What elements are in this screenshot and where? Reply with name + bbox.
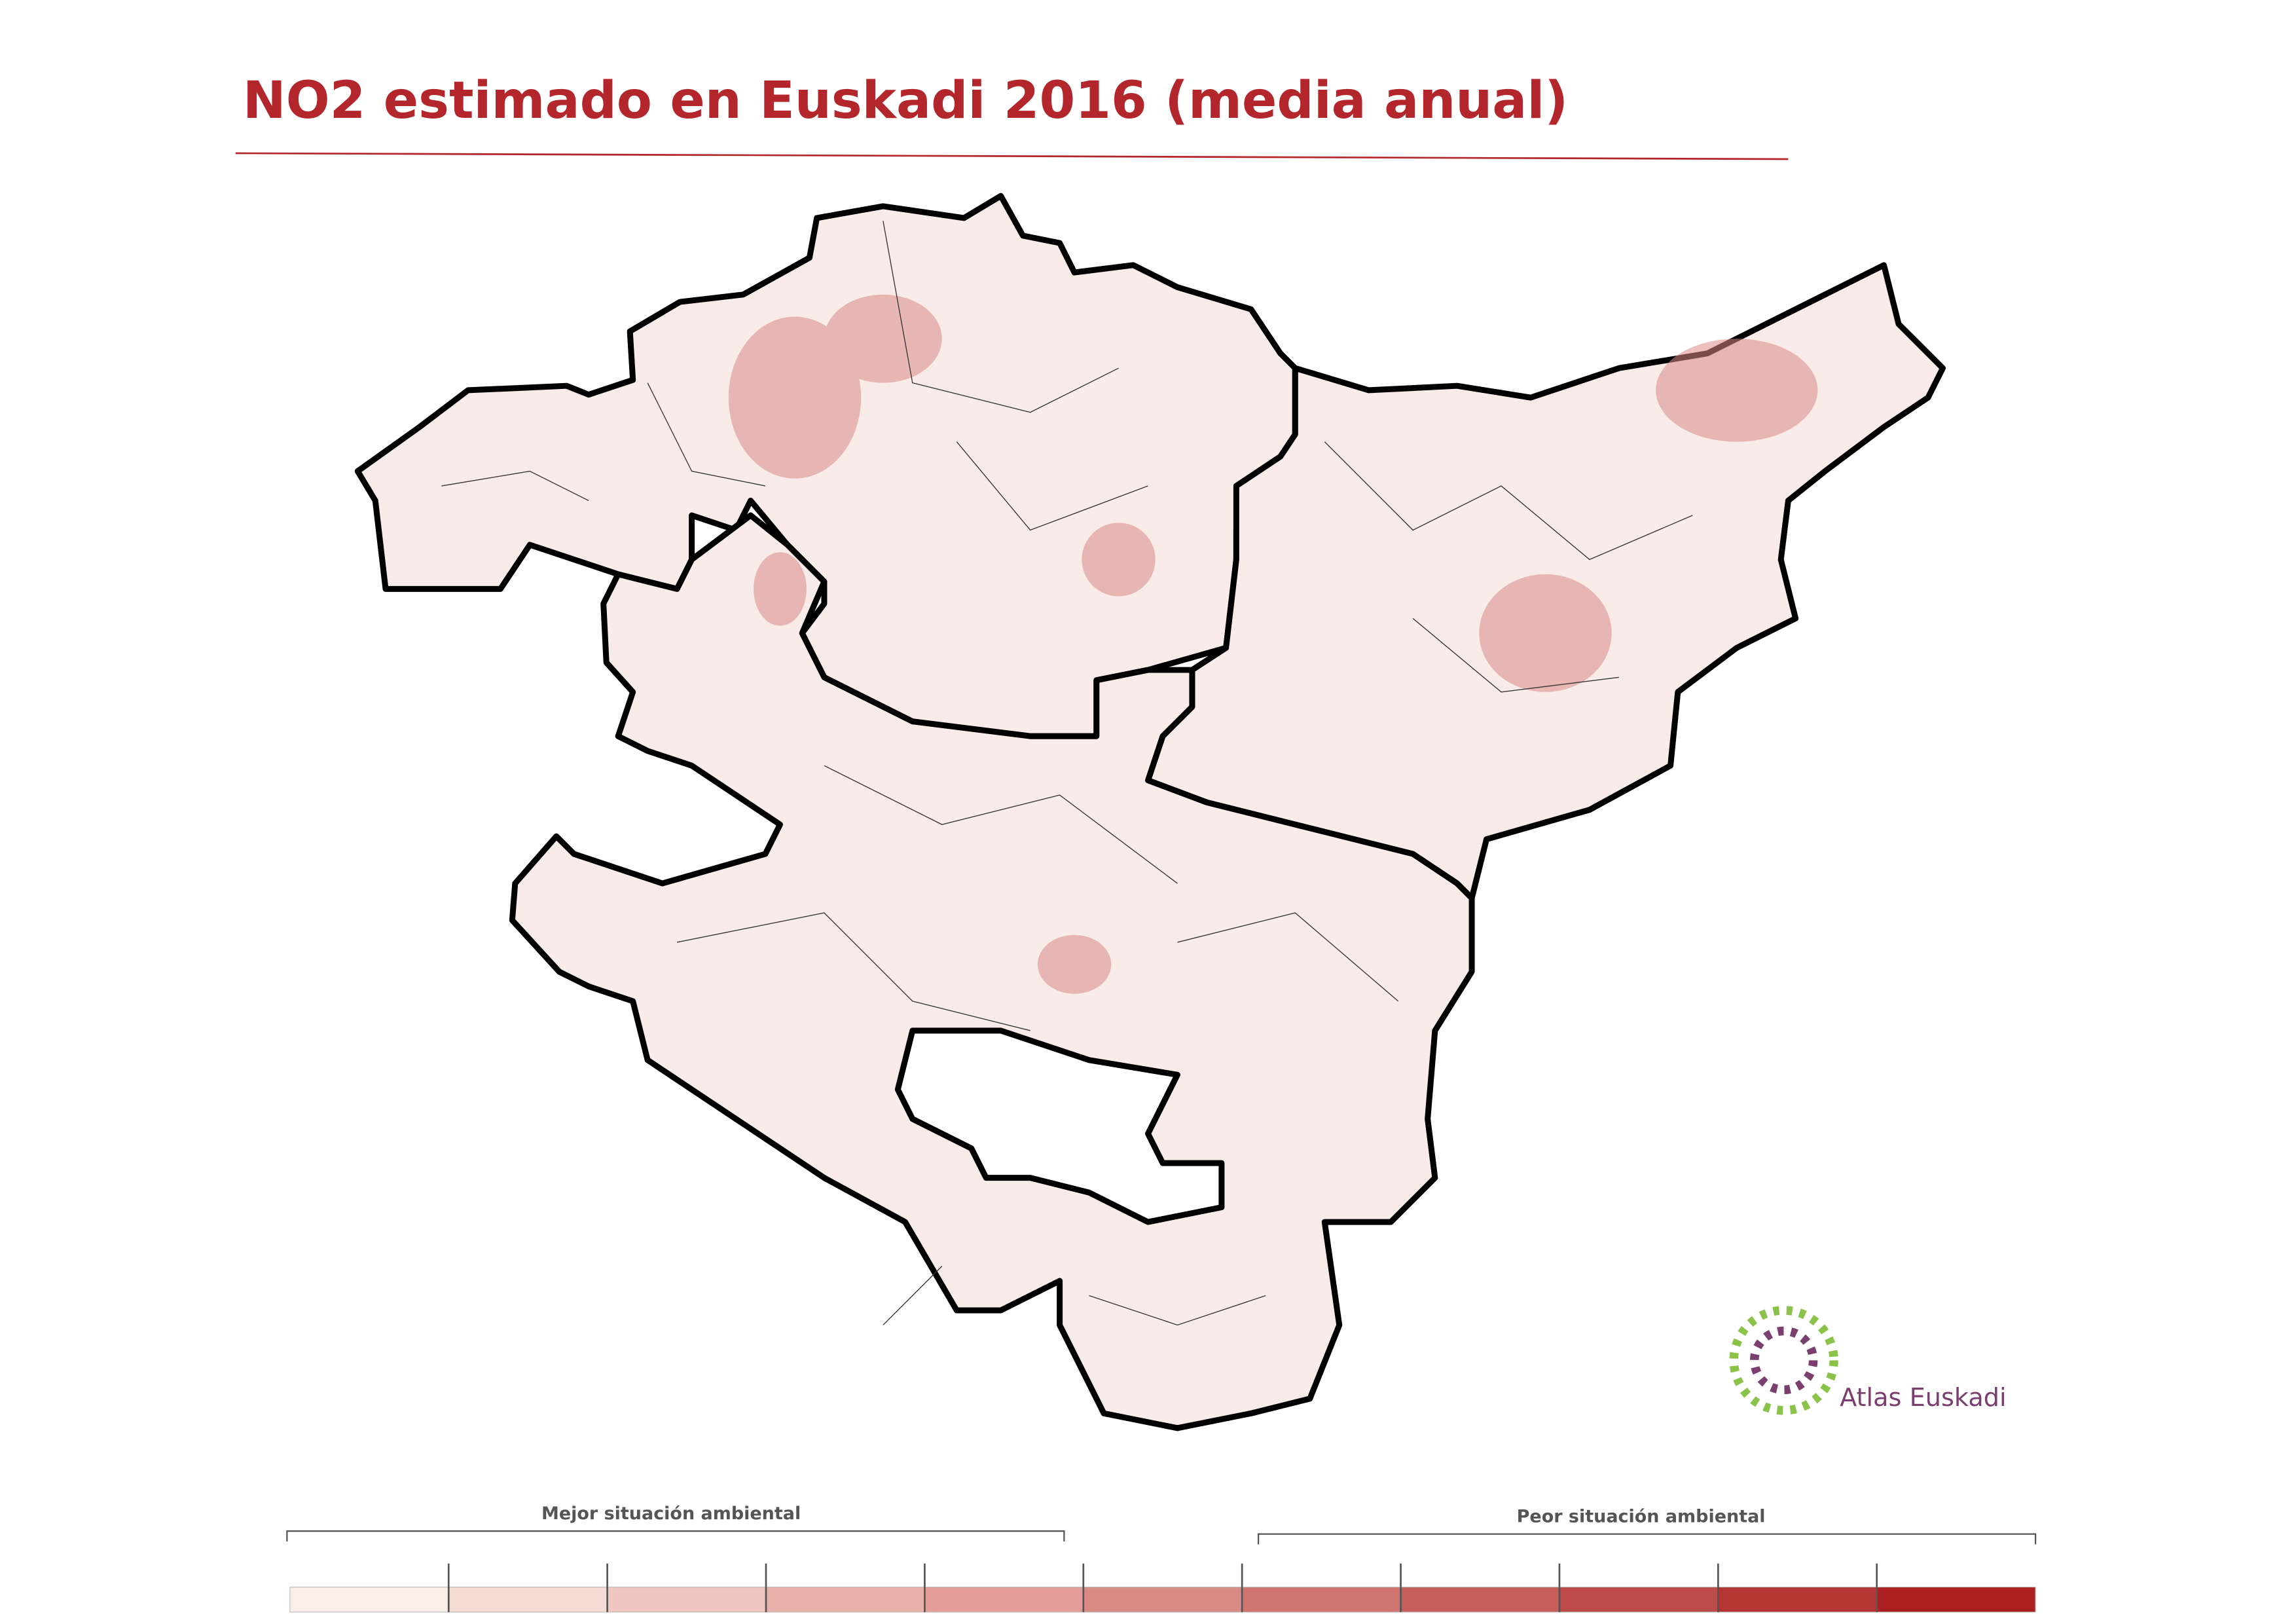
legend-swatch	[1241, 1587, 1402, 1613]
legend-swatch	[765, 1587, 925, 1613]
legend: Mejor situación ambiental Peor situación…	[286, 1504, 2037, 1613]
legend-swatch	[607, 1587, 767, 1613]
legend-swatch	[1559, 1587, 1719, 1613]
bracket-low	[286, 1530, 1065, 1541]
legend-high-label: Peor situación ambiental	[1517, 1507, 1766, 1527]
municipal-borders	[441, 221, 1693, 1326]
logo-mark	[1729, 1306, 1838, 1415]
map	[354, 193, 1946, 1431]
title-rule	[235, 152, 1789, 160]
logo-text: Atlas Euskadi	[1840, 1384, 2007, 1412]
title: NO2 estimado en Euskadi 2016 (media anua…	[243, 70, 1568, 130]
legend-swatch	[1083, 1587, 1243, 1613]
legend-swatch	[924, 1587, 1084, 1613]
legend-low-label: Mejor situación ambiental	[541, 1504, 801, 1524]
legend-swatch	[448, 1587, 608, 1613]
legend-swatch	[1400, 1587, 1560, 1613]
logo-mark-inner	[1749, 1326, 1818, 1395]
trevino-enclave	[894, 1027, 1225, 1225]
legend-swatch	[1717, 1587, 1878, 1613]
logo: Atlas Euskadi	[1729, 1306, 2007, 1415]
legend-swatch	[1876, 1587, 2036, 1613]
bracket-high	[1257, 1533, 2037, 1545]
legend-swatch	[289, 1587, 449, 1613]
hotspots	[728, 294, 1818, 994]
araba	[509, 512, 1475, 1431]
